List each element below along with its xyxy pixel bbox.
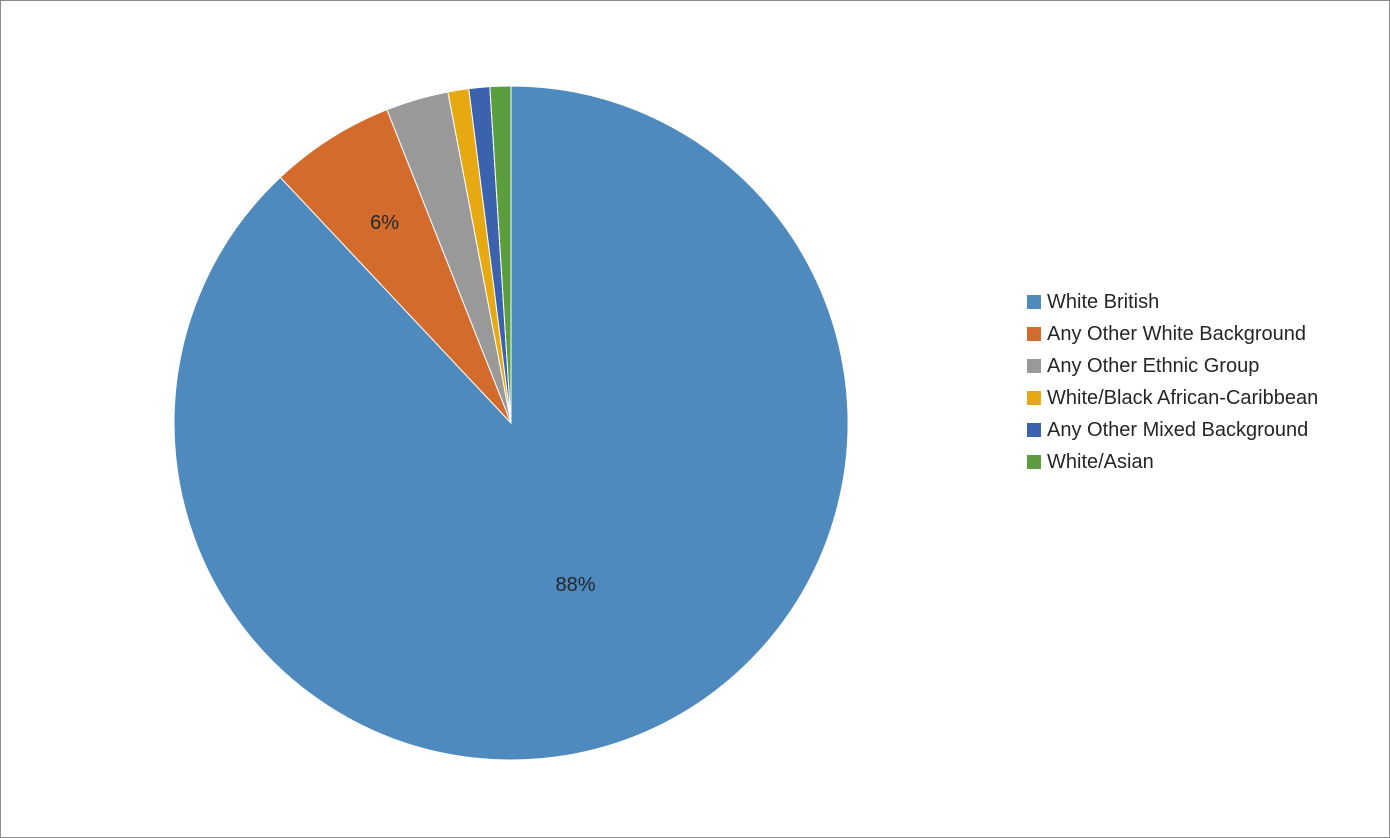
legend-item-any-other-mixed-background: Any Other Mixed Background: [1027, 414, 1318, 446]
legend: White British Any Other White Background A…: [1027, 286, 1318, 478]
legend-item-white-asian: White/Asian: [1027, 446, 1318, 478]
legend-swatch: [1027, 327, 1041, 341]
legend-swatch: [1027, 295, 1041, 309]
legend-label: White British: [1047, 290, 1160, 313]
legend-label: White/Asian: [1047, 450, 1154, 473]
legend-label: Any Other White Background: [1047, 322, 1307, 345]
legend-item-white-british: White British: [1027, 286, 1318, 318]
legend-swatch: [1027, 423, 1041, 437]
data-label-any-other-white-background: 6%: [370, 212, 399, 234]
legend-label: White/Black African-Caribbean: [1047, 386, 1319, 409]
legend-item-white-black-african-caribbean: White/Black African-Caribbean: [1027, 382, 1318, 414]
legend-label: Any Other Mixed Background: [1047, 418, 1309, 441]
legend-item-any-other-white-background: Any Other White Background: [1027, 318, 1318, 350]
legend-label: Any Other Ethnic Group: [1047, 354, 1260, 377]
legend-swatch: [1027, 359, 1041, 373]
data-label-white-british: 88%: [555, 574, 595, 596]
legend-item-any-other-ethnic-group: Any Other Ethnic Group: [1027, 350, 1318, 382]
pie-slice-white-asian: [489, 85, 512, 424]
pie-slice-any-other-white-background: [279, 109, 512, 424]
legend-swatch: [1027, 455, 1041, 469]
legend-swatch: [1027, 391, 1041, 405]
